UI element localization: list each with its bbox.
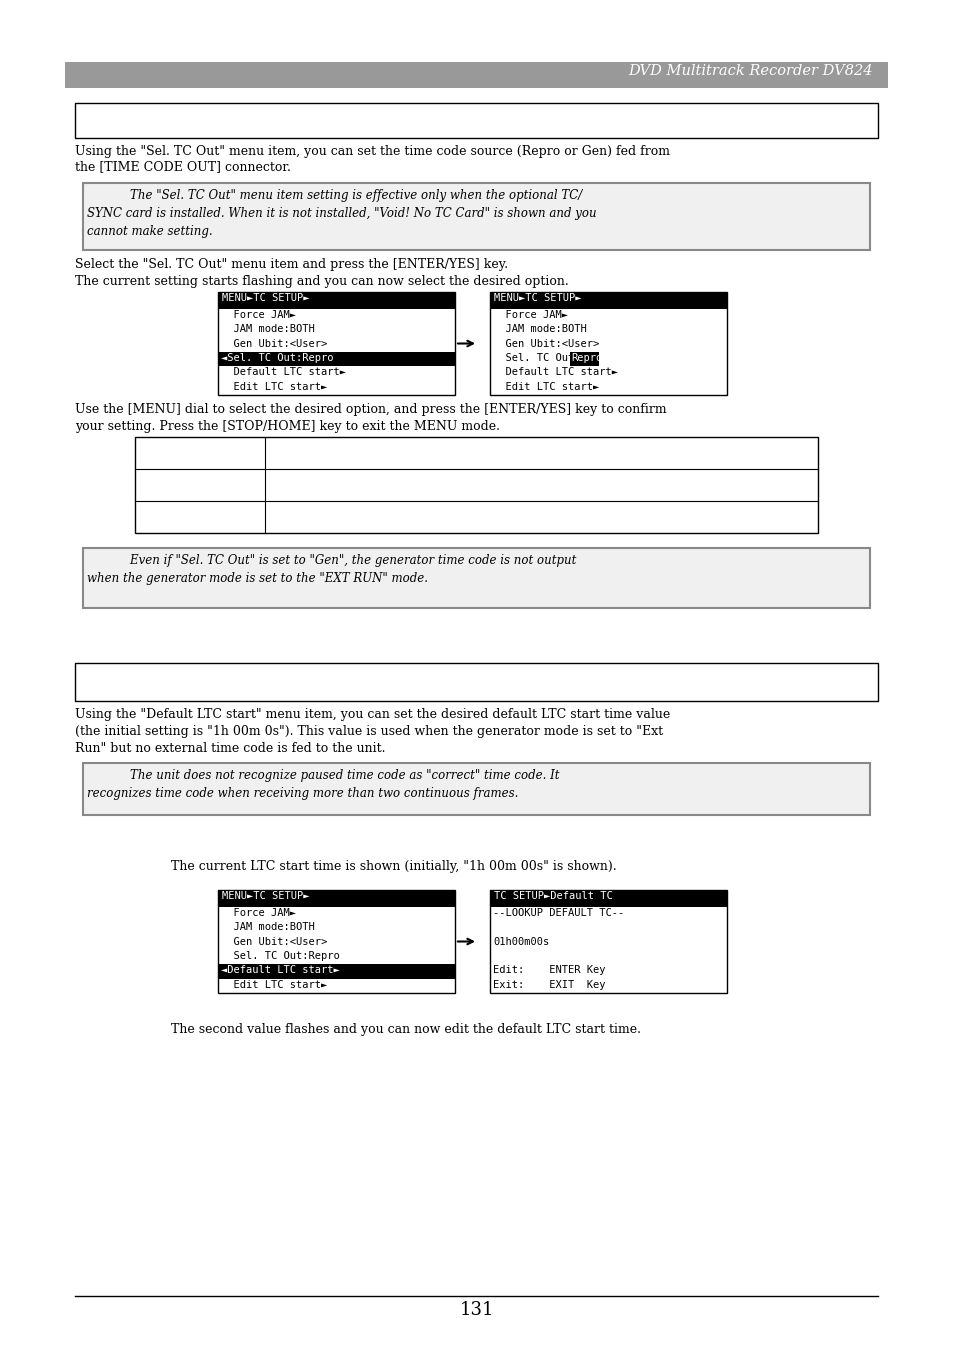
Text: Sel. TC Out:Repro: Sel. TC Out:Repro: [221, 951, 339, 961]
Text: Edit LTC start►: Edit LTC start►: [221, 979, 327, 990]
Text: Select the "Sel. TC Out" menu item and press the [ENTER/YES] key.: Select the "Sel. TC Out" menu item and p…: [75, 258, 508, 272]
Text: Force JAM►: Force JAM►: [221, 309, 295, 320]
Text: SYNC card is installed. When it is not installed, "Void! No TC Card" is shown an: SYNC card is installed. When it is not i…: [87, 207, 596, 220]
Text: Sel. TC Out:: Sel. TC Out:: [493, 353, 579, 363]
Text: MENU►TC SETUP►: MENU►TC SETUP►: [222, 892, 309, 901]
Text: Gen Ubit:<User>: Gen Ubit:<User>: [493, 339, 598, 349]
Text: Run" but no external time code is fed to the unit.: Run" but no external time code is fed to…: [75, 742, 385, 755]
FancyBboxPatch shape: [218, 890, 455, 993]
Text: Force JAM►: Force JAM►: [221, 908, 295, 917]
Text: ◄Sel. TC Out:Repro: ◄Sel. TC Out:Repro: [221, 353, 334, 363]
Text: TC SETUP►Default TC: TC SETUP►Default TC: [494, 892, 612, 901]
Text: Even if "Sel. TC Out" is set to "Gen", the generator time code is not output: Even if "Sel. TC Out" is set to "Gen", t…: [100, 554, 576, 567]
Text: 131: 131: [459, 1301, 494, 1319]
FancyBboxPatch shape: [218, 965, 455, 978]
Text: ◄Default LTC start►: ◄Default LTC start►: [221, 966, 339, 975]
Text: MENU►TC SETUP►: MENU►TC SETUP►: [222, 293, 309, 303]
Text: The current LTC start time is shown (initially, "1h 00m 00s" is shown).: The current LTC start time is shown (ini…: [154, 861, 616, 873]
FancyBboxPatch shape: [218, 890, 455, 907]
FancyBboxPatch shape: [83, 182, 869, 250]
FancyBboxPatch shape: [75, 663, 877, 701]
FancyBboxPatch shape: [490, 292, 726, 394]
FancyBboxPatch shape: [65, 62, 887, 88]
Text: DVD Multitrack Recorder DV824: DVD Multitrack Recorder DV824: [628, 63, 872, 78]
Text: Default LTC start►: Default LTC start►: [221, 367, 346, 377]
FancyBboxPatch shape: [569, 353, 598, 366]
FancyBboxPatch shape: [75, 103, 877, 138]
Text: --LOOKUP DEFAULT TC--: --LOOKUP DEFAULT TC--: [493, 908, 623, 917]
Text: Exit:    EXIT  Key: Exit: EXIT Key: [493, 979, 605, 990]
Text: Using the "Sel. TC Out" menu item, you can set the time code source (Repro or Ge: Using the "Sel. TC Out" menu item, you c…: [75, 145, 669, 173]
Text: JAM mode:BOTH: JAM mode:BOTH: [221, 923, 314, 932]
Text: (the initial setting is "1h 00m 0s"). This value is used when the generator mode: (the initial setting is "1h 00m 0s"). Th…: [75, 725, 662, 738]
Text: Repro: Repro: [571, 353, 601, 363]
FancyBboxPatch shape: [218, 353, 455, 366]
FancyBboxPatch shape: [490, 890, 726, 993]
Text: MENU►TC SETUP►: MENU►TC SETUP►: [494, 293, 581, 303]
Text: The current setting starts flashing and you can now select the desired option.: The current setting starts flashing and …: [75, 276, 568, 288]
Text: Force JAM►: Force JAM►: [493, 309, 567, 320]
Text: The unit does not recognize paused time code as "correct" time code. It: The unit does not recognize paused time …: [100, 769, 558, 782]
Text: when the generator mode is set to the "EXT RUN" mode.: when the generator mode is set to the "E…: [87, 571, 428, 585]
FancyBboxPatch shape: [83, 549, 869, 608]
Text: Using the "Default LTC start" menu item, you can set the desired default LTC sta: Using the "Default LTC start" menu item,…: [75, 708, 670, 721]
FancyBboxPatch shape: [218, 292, 455, 309]
Text: The "Sel. TC Out" menu item setting is effective only when the optional TC/: The "Sel. TC Out" menu item setting is e…: [100, 189, 581, 203]
FancyBboxPatch shape: [490, 292, 726, 309]
Text: cannot make setting.: cannot make setting.: [87, 226, 213, 238]
FancyBboxPatch shape: [218, 292, 455, 394]
Text: 01h00m00s: 01h00m00s: [493, 936, 549, 947]
Text: The second value flashes and you can now edit the default LTC start time.: The second value flashes and you can now…: [154, 1023, 640, 1036]
Text: your setting. Press the [STOP/HOME] key to exit the MENU mode.: your setting. Press the [STOP/HOME] key …: [75, 420, 499, 434]
Text: Edit LTC start►: Edit LTC start►: [493, 382, 598, 392]
Text: Gen Ubit:<User>: Gen Ubit:<User>: [221, 936, 327, 947]
Text: Gen Ubit:<User>: Gen Ubit:<User>: [221, 339, 327, 349]
Text: JAM mode:BOTH: JAM mode:BOTH: [221, 324, 314, 334]
FancyBboxPatch shape: [83, 763, 869, 815]
Text: Use the [MENU] dial to select the desired option, and press the [ENTER/YES] key : Use the [MENU] dial to select the desire…: [75, 403, 666, 416]
Text: recognizes time code when receiving more than two continuous frames.: recognizes time code when receiving more…: [87, 788, 517, 800]
Text: Edit:    ENTER Key: Edit: ENTER Key: [493, 966, 605, 975]
Text: Default LTC start►: Default LTC start►: [493, 367, 618, 377]
FancyBboxPatch shape: [135, 436, 817, 534]
FancyBboxPatch shape: [490, 890, 726, 907]
Text: JAM mode:BOTH: JAM mode:BOTH: [493, 324, 586, 334]
Text: Edit LTC start►: Edit LTC start►: [221, 382, 327, 392]
